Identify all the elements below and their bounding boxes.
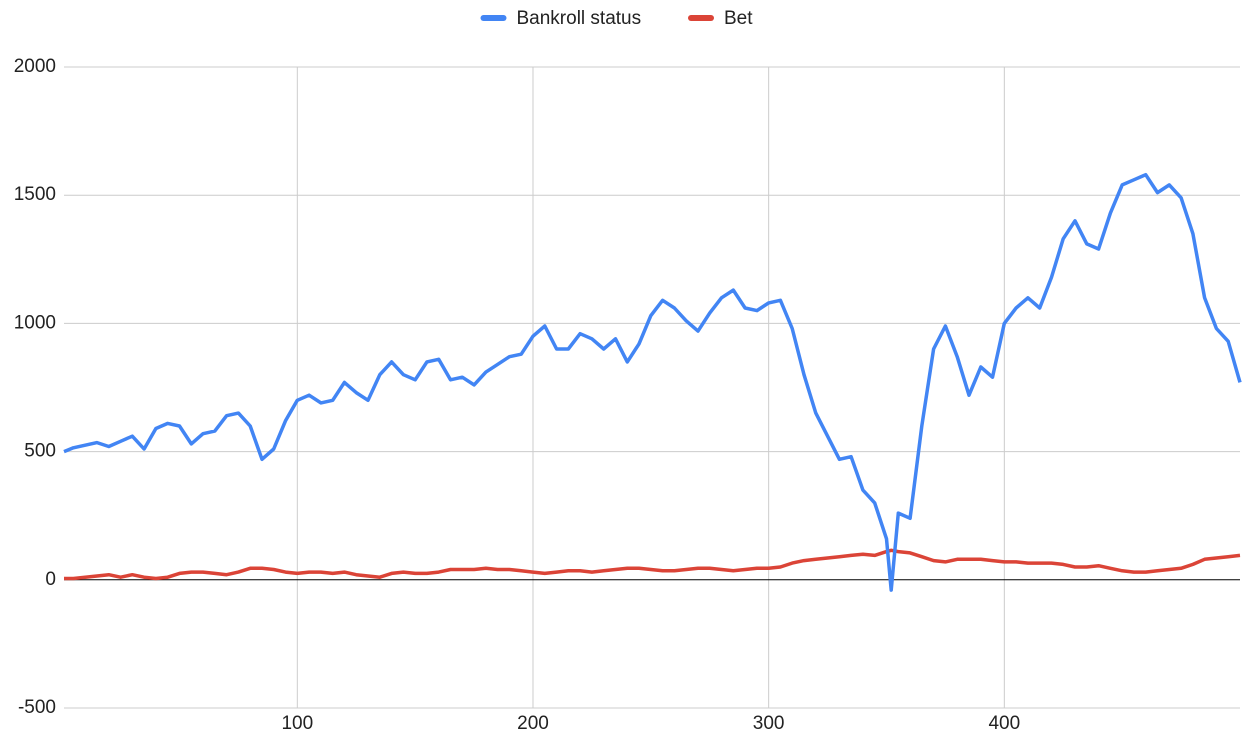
- y-tick-label: 1500: [14, 184, 56, 205]
- legend-swatch: [480, 15, 507, 21]
- y-tick-label: 1000: [14, 312, 56, 333]
- y-tick-label: 0: [45, 569, 56, 590]
- legend-label: Bet: [724, 8, 753, 29]
- y-tick-label: 500: [24, 441, 56, 462]
- series-line: [64, 548, 1241, 581]
- x-tick-label: 300: [753, 713, 785, 734]
- legend-swatch: [688, 15, 714, 21]
- x-tick-label: 100: [281, 713, 313, 734]
- series-line: [63, 172, 1242, 592]
- y-tick-label: 2000: [14, 56, 56, 77]
- x-tick-label: 400: [988, 713, 1020, 734]
- x-tick-label: 200: [517, 713, 549, 734]
- legend-label: Bankroll status: [517, 8, 642, 29]
- y-tick-label: -500: [18, 697, 56, 718]
